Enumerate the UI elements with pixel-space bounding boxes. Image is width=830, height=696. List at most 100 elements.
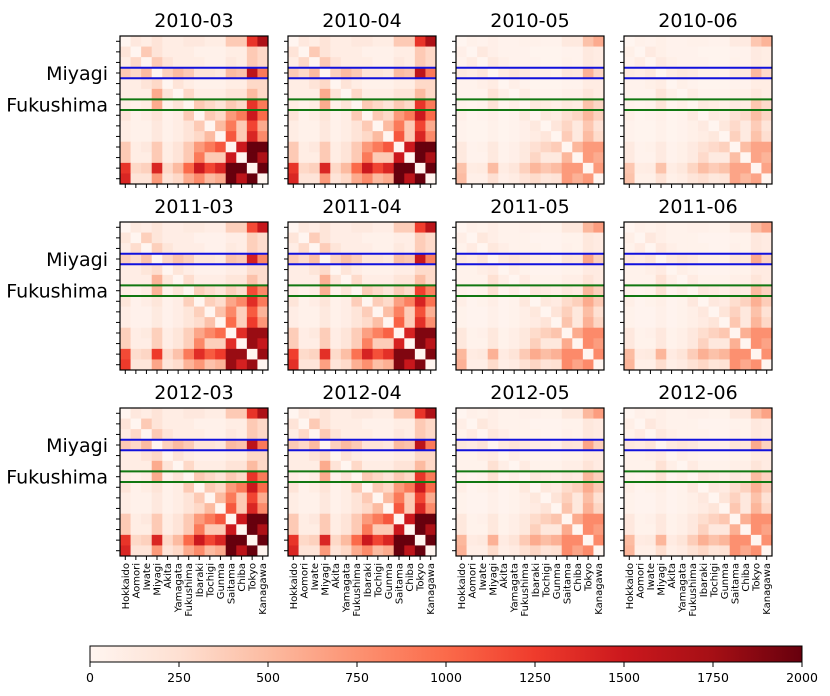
heatmap-cell bbox=[351, 264, 363, 276]
heatmap-cell bbox=[582, 253, 594, 265]
heatmap-cell bbox=[393, 439, 405, 451]
heatmap-cell bbox=[519, 285, 531, 297]
heatmap-cell bbox=[645, 429, 657, 441]
heatmap-cell bbox=[183, 274, 195, 286]
heatmap-cell bbox=[162, 338, 174, 350]
heatmap-cell bbox=[151, 57, 163, 69]
heatmap-cell bbox=[372, 36, 384, 47]
heatmap-cell bbox=[120, 471, 131, 483]
heatmap-cell bbox=[572, 46, 584, 58]
heatmap-cell bbox=[551, 408, 563, 419]
heatmap-cell bbox=[551, 243, 563, 255]
heatmap-cell bbox=[404, 429, 416, 441]
heatmap-cell bbox=[362, 46, 373, 58]
heatmap-cell bbox=[425, 232, 437, 244]
heatmap-cell bbox=[477, 306, 489, 318]
heatmap-cell bbox=[708, 141, 720, 153]
heatmap-cell bbox=[561, 429, 573, 441]
heatmap-cell bbox=[215, 36, 227, 47]
heatmap-cell bbox=[288, 503, 299, 515]
heatmap-cell bbox=[151, 450, 163, 462]
heatmap-cell bbox=[519, 534, 531, 546]
heatmap-cell bbox=[456, 131, 467, 143]
heatmap-cell bbox=[582, 243, 594, 255]
heatmap-cell bbox=[624, 173, 635, 185]
heatmap-cell bbox=[456, 264, 467, 276]
heatmap-cell bbox=[162, 348, 174, 360]
heatmap-cell bbox=[404, 482, 416, 493]
heatmap-cell bbox=[708, 120, 720, 132]
heatmap-cell bbox=[498, 482, 510, 493]
heatmap-cell bbox=[372, 534, 384, 546]
heatmap-cell bbox=[162, 429, 174, 441]
heatmap-cell bbox=[340, 338, 352, 350]
heatmap-cell bbox=[655, 264, 667, 276]
heatmap-cell bbox=[498, 471, 510, 483]
heatmap-cell bbox=[666, 534, 678, 546]
heatmap-cell bbox=[130, 327, 142, 339]
heatmap-cell bbox=[151, 46, 163, 58]
heatmap-cell bbox=[236, 429, 248, 441]
heatmap-cell bbox=[582, 222, 594, 233]
heatmap-cell bbox=[487, 429, 499, 441]
heatmap-cell bbox=[204, 120, 216, 132]
heatmap-cell bbox=[551, 46, 563, 58]
heatmap-cell bbox=[666, 88, 678, 100]
heatmap-cell bbox=[487, 57, 499, 69]
heatmap-cell bbox=[551, 317, 563, 329]
heatmap-cell bbox=[750, 222, 762, 233]
heatmap-cell bbox=[246, 152, 258, 164]
heatmap-cell bbox=[372, 57, 384, 69]
heatmap-cell bbox=[225, 513, 237, 525]
colorbar-tick-label: 250 bbox=[167, 670, 191, 685]
heatmap-cell bbox=[141, 492, 153, 504]
heatmap-cell bbox=[456, 141, 467, 153]
row-label-fukushima: Fukushima bbox=[6, 467, 108, 489]
heatmap-cell bbox=[666, 253, 678, 265]
heatmap-cell bbox=[729, 348, 741, 360]
panel-frame bbox=[623, 407, 773, 557]
heatmap-cell bbox=[236, 46, 248, 58]
heatmap-cell bbox=[404, 471, 416, 483]
heatmap-cell bbox=[130, 274, 142, 286]
heatmap-cell bbox=[383, 274, 395, 286]
heatmap-cell bbox=[750, 78, 762, 90]
heatmap-cell bbox=[740, 243, 752, 255]
heatmap-cell bbox=[340, 141, 352, 153]
heatmap-cell bbox=[183, 78, 195, 90]
heatmap-cell bbox=[393, 296, 405, 307]
heatmap-cell bbox=[225, 317, 237, 329]
heatmap-cell bbox=[624, 348, 635, 360]
heatmap-cell bbox=[130, 222, 142, 233]
heatmap-cell bbox=[340, 173, 352, 185]
heatmap-cell bbox=[719, 120, 731, 132]
heatmap-cell bbox=[204, 306, 216, 318]
heatmap-cell bbox=[761, 513, 773, 525]
heatmap-cell bbox=[761, 503, 773, 515]
heatmap-cell bbox=[561, 460, 573, 472]
heatmap-cell bbox=[645, 471, 657, 483]
heatmap-cell bbox=[740, 222, 752, 233]
heatmap-cell bbox=[204, 264, 216, 276]
heatmap-cell bbox=[298, 503, 310, 515]
heatmap-cell bbox=[130, 243, 142, 255]
heatmap-cell bbox=[624, 418, 635, 430]
heatmap-cell bbox=[655, 46, 667, 58]
heatmap-cell bbox=[708, 306, 720, 318]
heatmap-cell bbox=[655, 317, 667, 329]
heatmap-cell bbox=[655, 173, 667, 185]
heatmap-cell bbox=[204, 285, 216, 297]
heatmap-cell bbox=[698, 524, 709, 536]
heatmap-cell bbox=[215, 534, 227, 546]
heatmap-cell bbox=[162, 408, 174, 419]
heatmap-cell bbox=[551, 429, 563, 441]
heatmap-cell bbox=[530, 492, 541, 504]
heatmap-cell bbox=[172, 88, 184, 100]
heatmap-cell bbox=[141, 545, 153, 557]
heatmap-cell bbox=[225, 120, 237, 132]
heatmap-cell bbox=[624, 152, 635, 164]
heatmap-cell bbox=[698, 253, 709, 265]
heatmap-cell bbox=[719, 450, 731, 462]
heatmap-cell bbox=[540, 99, 552, 111]
heatmap-cell bbox=[288, 460, 299, 472]
